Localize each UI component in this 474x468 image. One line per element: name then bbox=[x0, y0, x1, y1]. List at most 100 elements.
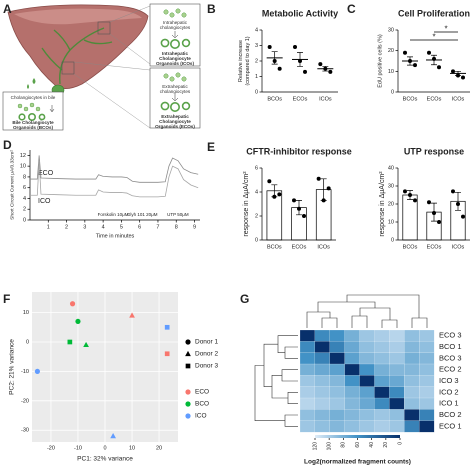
heatmap-cell bbox=[329, 409, 345, 421]
heatmap-cell bbox=[374, 397, 390, 410]
row-label: BCO 3 bbox=[439, 353, 462, 362]
y-tick-label: -20 bbox=[21, 398, 29, 404]
heatmap-cell bbox=[314, 352, 331, 365]
legend-symbol bbox=[185, 401, 191, 407]
legend-symbol bbox=[185, 363, 191, 369]
heatmap-cell bbox=[344, 363, 360, 376]
heatmap-cell bbox=[314, 329, 331, 342]
heatmap-cell bbox=[404, 352, 420, 365]
diagram-text: Extrahepatic Cholangiocyte Organoids (EC… bbox=[155, 114, 195, 130]
y-tick-label: 10 bbox=[23, 310, 29, 316]
heatmap-cell bbox=[374, 386, 390, 399]
y-tick-label: 1 bbox=[255, 74, 258, 80]
row-dendrogram bbox=[254, 335, 298, 427]
heatmap-cell bbox=[329, 363, 345, 376]
x-tick-label: ECOs bbox=[427, 244, 442, 250]
heatmap-cell bbox=[329, 375, 345, 387]
x-tick-label: 6 bbox=[138, 224, 141, 230]
legend-label: Donor 1 bbox=[195, 339, 219, 346]
data-point bbox=[437, 220, 441, 224]
x-tick-label: 2 bbox=[65, 224, 68, 230]
heatmap-cell bbox=[359, 386, 375, 399]
error-bar bbox=[455, 191, 461, 211]
x-tick-label: 10 bbox=[129, 445, 135, 451]
liver-diagram bbox=[2, 3, 201, 131]
row-label: ECO 2 bbox=[439, 365, 462, 374]
trace-line bbox=[30, 155, 199, 183]
heatmap-cell bbox=[299, 386, 316, 399]
annotation: Glyh 101 20μM bbox=[127, 212, 158, 217]
column-dendrogram bbox=[306, 294, 428, 328]
heatmap-cell bbox=[419, 386, 435, 399]
significance-label: * bbox=[432, 33, 435, 42]
row-label: ICO 2 bbox=[439, 387, 459, 396]
data-point bbox=[427, 200, 431, 205]
heatmap-cell bbox=[299, 420, 316, 433]
data-point bbox=[110, 432, 116, 439]
data-point bbox=[267, 179, 272, 184]
colorbar-tick-label: 0 bbox=[397, 442, 403, 445]
trace-line bbox=[30, 160, 199, 198]
error-bar bbox=[455, 70, 461, 76]
heatmap-cell bbox=[299, 363, 316, 376]
heatmap-cell bbox=[344, 375, 360, 387]
heatmap-cell bbox=[404, 420, 420, 433]
data-point bbox=[297, 206, 301, 211]
y-axis-label: PC2: 21% variance bbox=[9, 339, 16, 395]
y-tick-label: 10 bbox=[20, 164, 26, 170]
heatmap-cell bbox=[299, 329, 316, 342]
data-point bbox=[326, 186, 331, 191]
heatmap-cell bbox=[419, 409, 435, 421]
y-axis-label: response in ΔμA/cm² bbox=[379, 171, 386, 237]
x-tick-label: 1 bbox=[47, 224, 50, 230]
heatmap-cell bbox=[404, 409, 420, 421]
colorbar bbox=[315, 435, 400, 438]
row-label: ECO 1 bbox=[439, 421, 462, 430]
heatmap-cell bbox=[299, 375, 316, 387]
heatmap-cell bbox=[359, 341, 375, 353]
data-point bbox=[403, 50, 407, 55]
heatmap-cell bbox=[314, 409, 331, 421]
heatmap-cell bbox=[389, 341, 405, 353]
y-tick-label: -10 bbox=[21, 369, 29, 375]
chart-title: Cell Proliferation bbox=[398, 8, 470, 18]
heatmap-cell bbox=[389, 329, 405, 342]
heatmap-cell bbox=[314, 420, 331, 433]
data-point bbox=[427, 50, 431, 55]
x-axis-label: PC1: 32% variance bbox=[77, 456, 133, 463]
y-tick-label: 0 bbox=[255, 89, 258, 95]
y-tick-label: 2 bbox=[255, 213, 258, 219]
heatmap-cell bbox=[404, 375, 420, 387]
annotation: Forskolin 10μM bbox=[98, 212, 129, 217]
heatmap-cell bbox=[419, 397, 435, 410]
heatmap-cell bbox=[359, 352, 375, 365]
heatmap-cell bbox=[419, 329, 435, 342]
data-point bbox=[83, 341, 89, 348]
y-tick-label: 0 bbox=[391, 89, 394, 95]
x-tick-label: ICOs bbox=[319, 96, 332, 102]
x-tick-label: BCOs bbox=[403, 244, 418, 250]
heatmap-cell bbox=[299, 409, 316, 421]
heatmap-cell bbox=[359, 409, 375, 421]
data-point bbox=[432, 211, 436, 215]
y-tick-label: 2 bbox=[23, 207, 26, 213]
x-tick-label: 4 bbox=[102, 224, 105, 230]
error-bar bbox=[322, 66, 329, 72]
diagram-text: Intrahepatic Cholangiocyte Organoids (IC… bbox=[155, 51, 195, 67]
heatmap-cell bbox=[404, 329, 420, 342]
heatmap-cell bbox=[359, 329, 375, 342]
y-axis-label: Short Circuit Current μA/0.33cm² bbox=[9, 150, 15, 220]
heatmap-cell bbox=[329, 420, 345, 433]
legend-label: BCO bbox=[195, 401, 209, 408]
annotation: UTP 50μM bbox=[167, 212, 189, 217]
heatmap-cell bbox=[419, 420, 435, 433]
data-point bbox=[164, 324, 170, 330]
heatmap-cell bbox=[344, 352, 360, 365]
x-tick-label: BCOs bbox=[267, 96, 282, 102]
heatmap-cell bbox=[389, 352, 405, 365]
y-tick-label: 0 bbox=[391, 237, 394, 243]
error-bar bbox=[431, 54, 437, 66]
x-tick-label: ECOs bbox=[292, 244, 307, 250]
y-tick-label: 20 bbox=[388, 201, 394, 207]
panel-label: F bbox=[3, 292, 10, 306]
